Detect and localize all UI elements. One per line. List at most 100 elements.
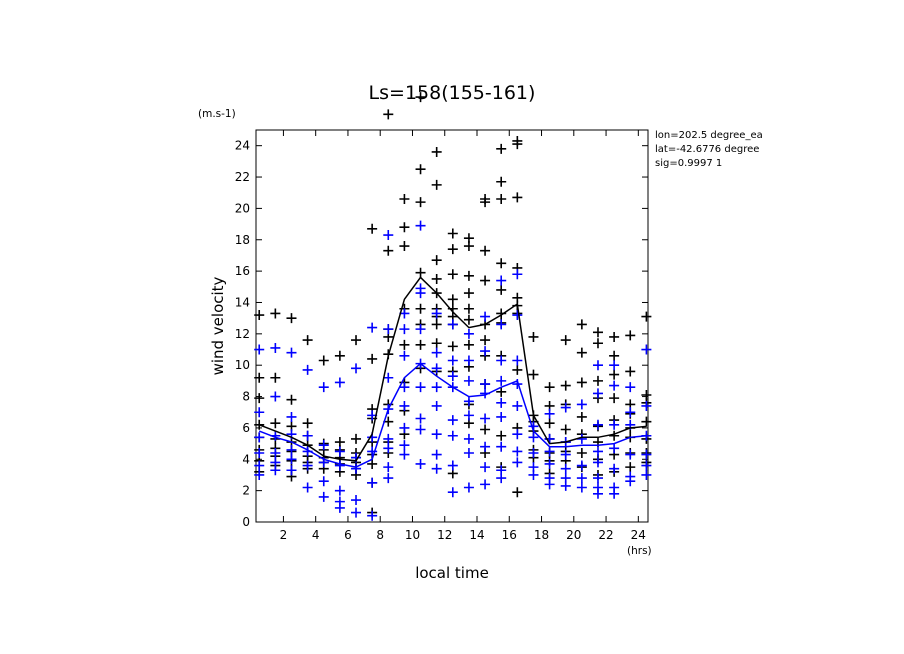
black-point xyxy=(576,448,587,459)
black-point xyxy=(512,139,523,150)
black-point xyxy=(415,303,426,314)
blue-point xyxy=(286,444,297,455)
blue-point xyxy=(334,485,345,496)
x-tick-label: 6 xyxy=(344,528,352,542)
y-tick-label: 16 xyxy=(235,264,250,278)
x-tick-label: 8 xyxy=(376,528,384,542)
black-point xyxy=(415,164,426,175)
black-point xyxy=(399,193,410,204)
blue-point xyxy=(383,372,394,383)
blue-point xyxy=(480,441,491,452)
blue-point xyxy=(431,347,442,358)
black-point xyxy=(512,487,523,498)
blue-point xyxy=(367,446,378,457)
black-point xyxy=(318,355,329,366)
axis-ticks: 2 4 6 8 10 12 14 16 18 20 22 2402468101214161820222… xyxy=(235,130,648,542)
black-point xyxy=(480,197,491,208)
black-point xyxy=(609,430,620,441)
blue-point xyxy=(512,429,523,440)
blue-point xyxy=(592,473,603,484)
blue-point xyxy=(270,448,281,459)
black-point xyxy=(528,369,539,380)
black-point xyxy=(560,424,571,435)
x-tick-label: 16 xyxy=(502,528,517,542)
mean-lines xyxy=(258,276,647,468)
blue-point xyxy=(383,443,394,454)
blue-point xyxy=(367,322,378,333)
black-point xyxy=(254,310,265,321)
blue-point xyxy=(318,491,329,502)
black-point xyxy=(625,462,636,473)
blue-point xyxy=(641,460,652,471)
black-point xyxy=(609,393,620,404)
blue-point xyxy=(463,396,474,407)
blue-point xyxy=(625,476,636,487)
blue-point xyxy=(254,448,265,459)
blue-point xyxy=(270,391,281,402)
blue-point xyxy=(399,422,410,433)
blue-point xyxy=(512,269,523,280)
blue-point xyxy=(592,419,603,430)
blue-point xyxy=(576,482,587,493)
blue-point xyxy=(415,324,426,335)
black-point xyxy=(480,245,491,256)
blue-point xyxy=(334,446,345,457)
blue-point xyxy=(544,479,555,490)
blue-point xyxy=(318,440,329,451)
blue-point xyxy=(592,446,603,457)
blue-point xyxy=(383,433,394,444)
blue-point xyxy=(496,473,507,484)
black-point xyxy=(463,270,474,281)
x-tick-label: 10 xyxy=(405,528,420,542)
x-tick-label: 24 xyxy=(631,528,646,542)
blue-point xyxy=(496,375,507,386)
blue-point xyxy=(254,469,265,480)
black-point xyxy=(399,222,410,233)
blue-point xyxy=(592,488,603,499)
black-point xyxy=(512,192,523,203)
black-point xyxy=(367,223,378,234)
blue-point xyxy=(544,458,555,469)
black-point xyxy=(270,308,281,319)
black-point xyxy=(592,327,603,338)
black-point xyxy=(641,416,652,427)
black-point xyxy=(447,228,458,239)
y-tick-label: 4 xyxy=(242,452,250,466)
black-point xyxy=(480,424,491,435)
blue-point xyxy=(415,458,426,469)
x-tick-label: 12 xyxy=(437,528,452,542)
blue-point xyxy=(399,350,410,361)
y-tick-label: 14 xyxy=(235,295,250,309)
black-point xyxy=(399,241,410,252)
blue-point xyxy=(383,473,394,484)
black-point xyxy=(447,341,458,352)
black-point xyxy=(528,331,539,342)
info-lat: lat=-42.6776 degree xyxy=(655,144,759,155)
blue-point xyxy=(351,495,362,506)
blue-point xyxy=(318,382,329,393)
blue-point xyxy=(576,460,587,471)
blue-point xyxy=(302,364,313,375)
black-point xyxy=(254,372,265,383)
blue-point xyxy=(351,363,362,374)
black-point xyxy=(592,338,603,349)
black-point xyxy=(480,335,491,346)
blue-point xyxy=(641,469,652,480)
y-tick-label: 18 xyxy=(235,233,250,247)
y-tick-label: 2 xyxy=(242,484,250,498)
blue-point xyxy=(286,411,297,422)
blue-point xyxy=(351,507,362,518)
black-point xyxy=(415,197,426,208)
blue-point xyxy=(592,457,603,468)
blue-point xyxy=(560,463,571,474)
black-point xyxy=(415,267,426,278)
black-point xyxy=(431,273,442,284)
blue-point xyxy=(463,433,474,444)
black-point xyxy=(576,411,587,422)
blue-point xyxy=(399,400,410,411)
blue-point xyxy=(609,443,620,454)
blue-point xyxy=(334,502,345,513)
black-point xyxy=(463,314,474,325)
black-point xyxy=(496,176,507,187)
blue-point xyxy=(609,360,620,371)
